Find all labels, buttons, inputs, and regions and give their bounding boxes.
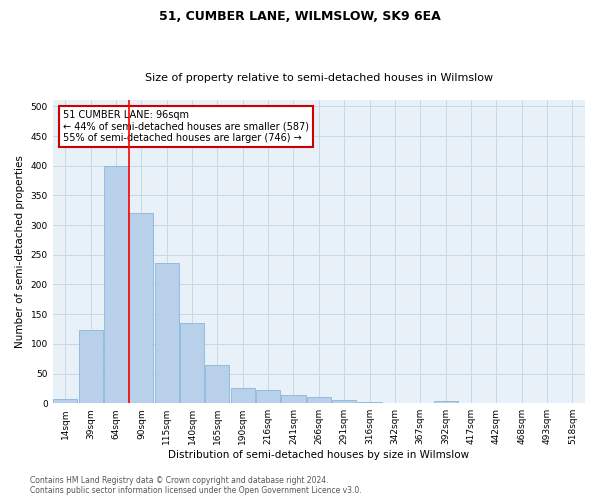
X-axis label: Distribution of semi-detached houses by size in Wilmslow: Distribution of semi-detached houses by … [168, 450, 469, 460]
Text: 51 CUMBER LANE: 96sqm
← 44% of semi-detached houses are smaller (587)
55% of sem: 51 CUMBER LANE: 96sqm ← 44% of semi-deta… [64, 110, 310, 142]
Bar [231, 388, 255, 403]
Bar [256, 390, 280, 403]
Bar [130, 213, 154, 403]
Bar [104, 166, 128, 403]
Bar [332, 400, 356, 403]
Text: Contains HM Land Registry data © Crown copyright and database right 2024.
Contai: Contains HM Land Registry data © Crown c… [30, 476, 362, 495]
Bar [307, 396, 331, 403]
Bar [79, 330, 103, 403]
Bar [180, 323, 204, 403]
Bar [560, 402, 584, 403]
Text: 51, CUMBER LANE, WILMSLOW, SK9 6EA: 51, CUMBER LANE, WILMSLOW, SK9 6EA [159, 10, 441, 23]
Bar [281, 395, 305, 403]
Bar [205, 364, 229, 403]
Bar [358, 402, 382, 403]
Bar [434, 402, 458, 403]
Bar [155, 262, 179, 403]
Y-axis label: Number of semi-detached properties: Number of semi-detached properties [15, 156, 25, 348]
Title: Size of property relative to semi-detached houses in Wilmslow: Size of property relative to semi-detach… [145, 73, 493, 83]
Bar [53, 399, 77, 403]
